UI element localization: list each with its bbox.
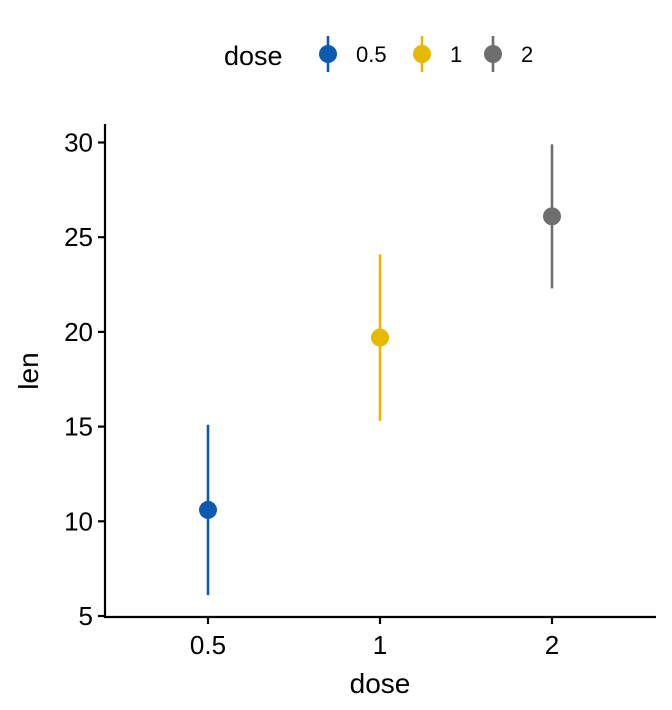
y-tick-label: 5 [79, 601, 93, 631]
y-tick-label: 30 [64, 128, 93, 158]
y-tick-label: 10 [64, 506, 93, 536]
y-tick-label: 15 [64, 412, 93, 442]
legend-label: 2 [521, 42, 533, 67]
plot-area: 5 10 15 20 25 30 0.5 1 2 [64, 124, 656, 660]
legend-items: 0.5 1 2 [319, 36, 533, 72]
legend-title: dose [224, 41, 283, 71]
legend-label: 1 [450, 42, 462, 67]
y-axis-title: len [13, 352, 44, 389]
point-2 [543, 207, 561, 226]
legend-key-point [319, 45, 337, 63]
legend-label: 0.5 [356, 42, 387, 67]
legend: dose 0.5 1 2 [224, 36, 533, 72]
x-tick-label: 1 [373, 630, 387, 660]
legend-item-0.5: 0.5 [319, 36, 387, 72]
legend-key-point [484, 45, 502, 63]
x-axis-ticks: 0.5 1 2 [190, 617, 559, 660]
data-marks [199, 144, 561, 596]
legend-item-1: 1 [413, 36, 462, 72]
y-tick-label: 20 [64, 317, 93, 347]
y-axis-ticks: 5 10 15 20 25 30 [64, 128, 105, 631]
x-tick-label: 2 [545, 630, 559, 660]
point-0.5 [199, 500, 217, 519]
legend-item-2: 2 [484, 36, 533, 72]
x-axis-title: dose [350, 668, 411, 699]
y-tick-label: 25 [64, 222, 93, 252]
legend-key-point [413, 45, 431, 63]
point-1 [371, 328, 389, 347]
x-tick-label: 0.5 [190, 630, 226, 660]
